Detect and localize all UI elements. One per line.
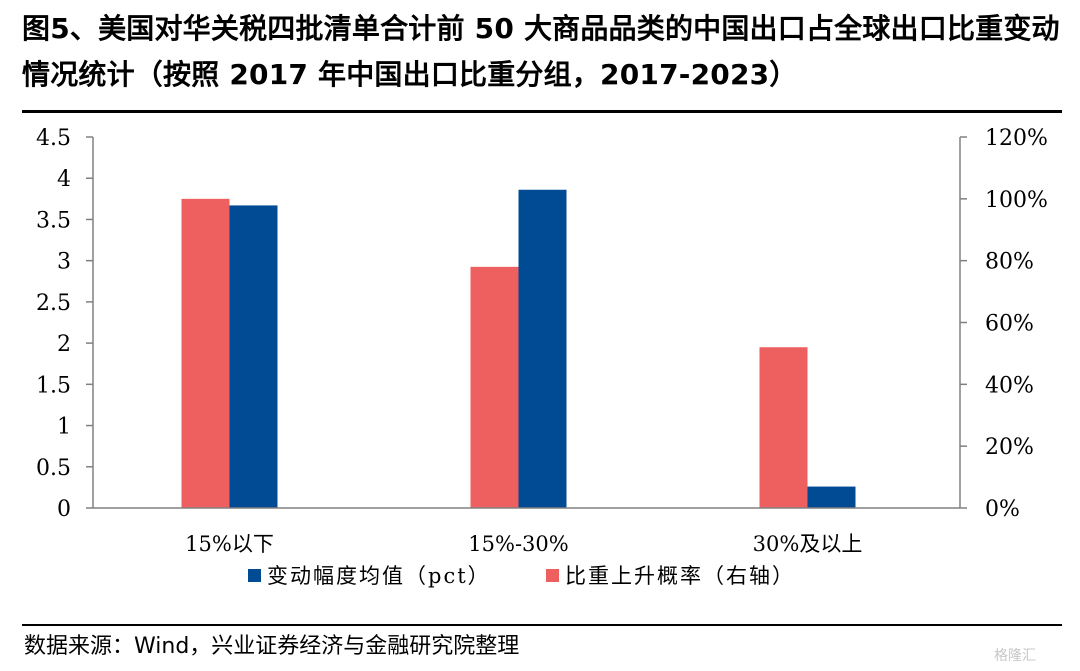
legend-swatch (248, 569, 261, 582)
left-tick-label: 0.5 (36, 456, 71, 481)
legend-label: 变动幅度均值（pct） (267, 564, 491, 588)
footer-divider (22, 624, 1062, 626)
right-tick-label: 0% (985, 497, 1020, 522)
bar-rise-probability (181, 198, 230, 509)
source-note: 数据来源：Wind，兴业证券经济与金融研究院整理 (24, 634, 520, 659)
left-tick-label: 4 (57, 167, 71, 192)
x-axis: 15%以下 15%-30% 30%及以上 (93, 507, 960, 556)
right-tick-label: 20% (985, 435, 1034, 460)
left-tick-label: 2.5 (36, 291, 71, 316)
left-tick-label: 1 (57, 415, 71, 440)
left-tick-label: 3.5 (36, 208, 71, 233)
category-label: 15%以下 (185, 532, 274, 556)
watermark: 格隆汇 (994, 648, 1036, 664)
bar-rise-probability (470, 266, 519, 508)
left-tick-label: 2 (57, 332, 71, 357)
bar-change-mean (229, 205, 278, 508)
left-tick-label: 4.5 (36, 126, 71, 151)
bar-change-mean (807, 486, 856, 508)
right-tick-label: 60% (985, 312, 1034, 337)
left-tick-label: 3 (57, 250, 71, 275)
right-tick-label: 80% (985, 250, 1034, 275)
left-y-axis: 0 0.5 1 1.5 2 2.5 3 3.5 4 4.5 (36, 126, 94, 522)
category-label: 30%及以上 (753, 532, 863, 556)
left-tick-label: 1.5 (36, 373, 71, 398)
title-divider (22, 110, 1062, 113)
legend-swatch (546, 569, 559, 582)
legend-label: 比重上升概率（右轴） (565, 564, 795, 588)
category-label: 15%-30% (468, 532, 568, 556)
chart-title: 图5、美国对华关税四批清单合计前 50 大商品品类的中国出口占全球出口比重变动情… (22, 12, 1060, 91)
legend: 变动幅度均值（pct） 比重上升概率（右轴） (248, 564, 795, 588)
dual-axis-bar-chart: 0 0.5 1 1.5 2 2.5 3 3.5 4 4.5 0% 20% 40% 60% 80% 100% 1… (36, 126, 1048, 588)
right-y-axis: 0% 20% 40% 60% 80% 100% 120% (959, 126, 1048, 522)
right-tick-label: 40% (985, 373, 1034, 398)
left-tick-label: 0 (57, 497, 71, 522)
right-tick-label: 100% (985, 188, 1048, 213)
bars (181, 189, 856, 509)
right-tick-label: 120% (985, 126, 1048, 151)
bar-rise-probability (759, 347, 808, 508)
bar-change-mean (518, 189, 567, 508)
